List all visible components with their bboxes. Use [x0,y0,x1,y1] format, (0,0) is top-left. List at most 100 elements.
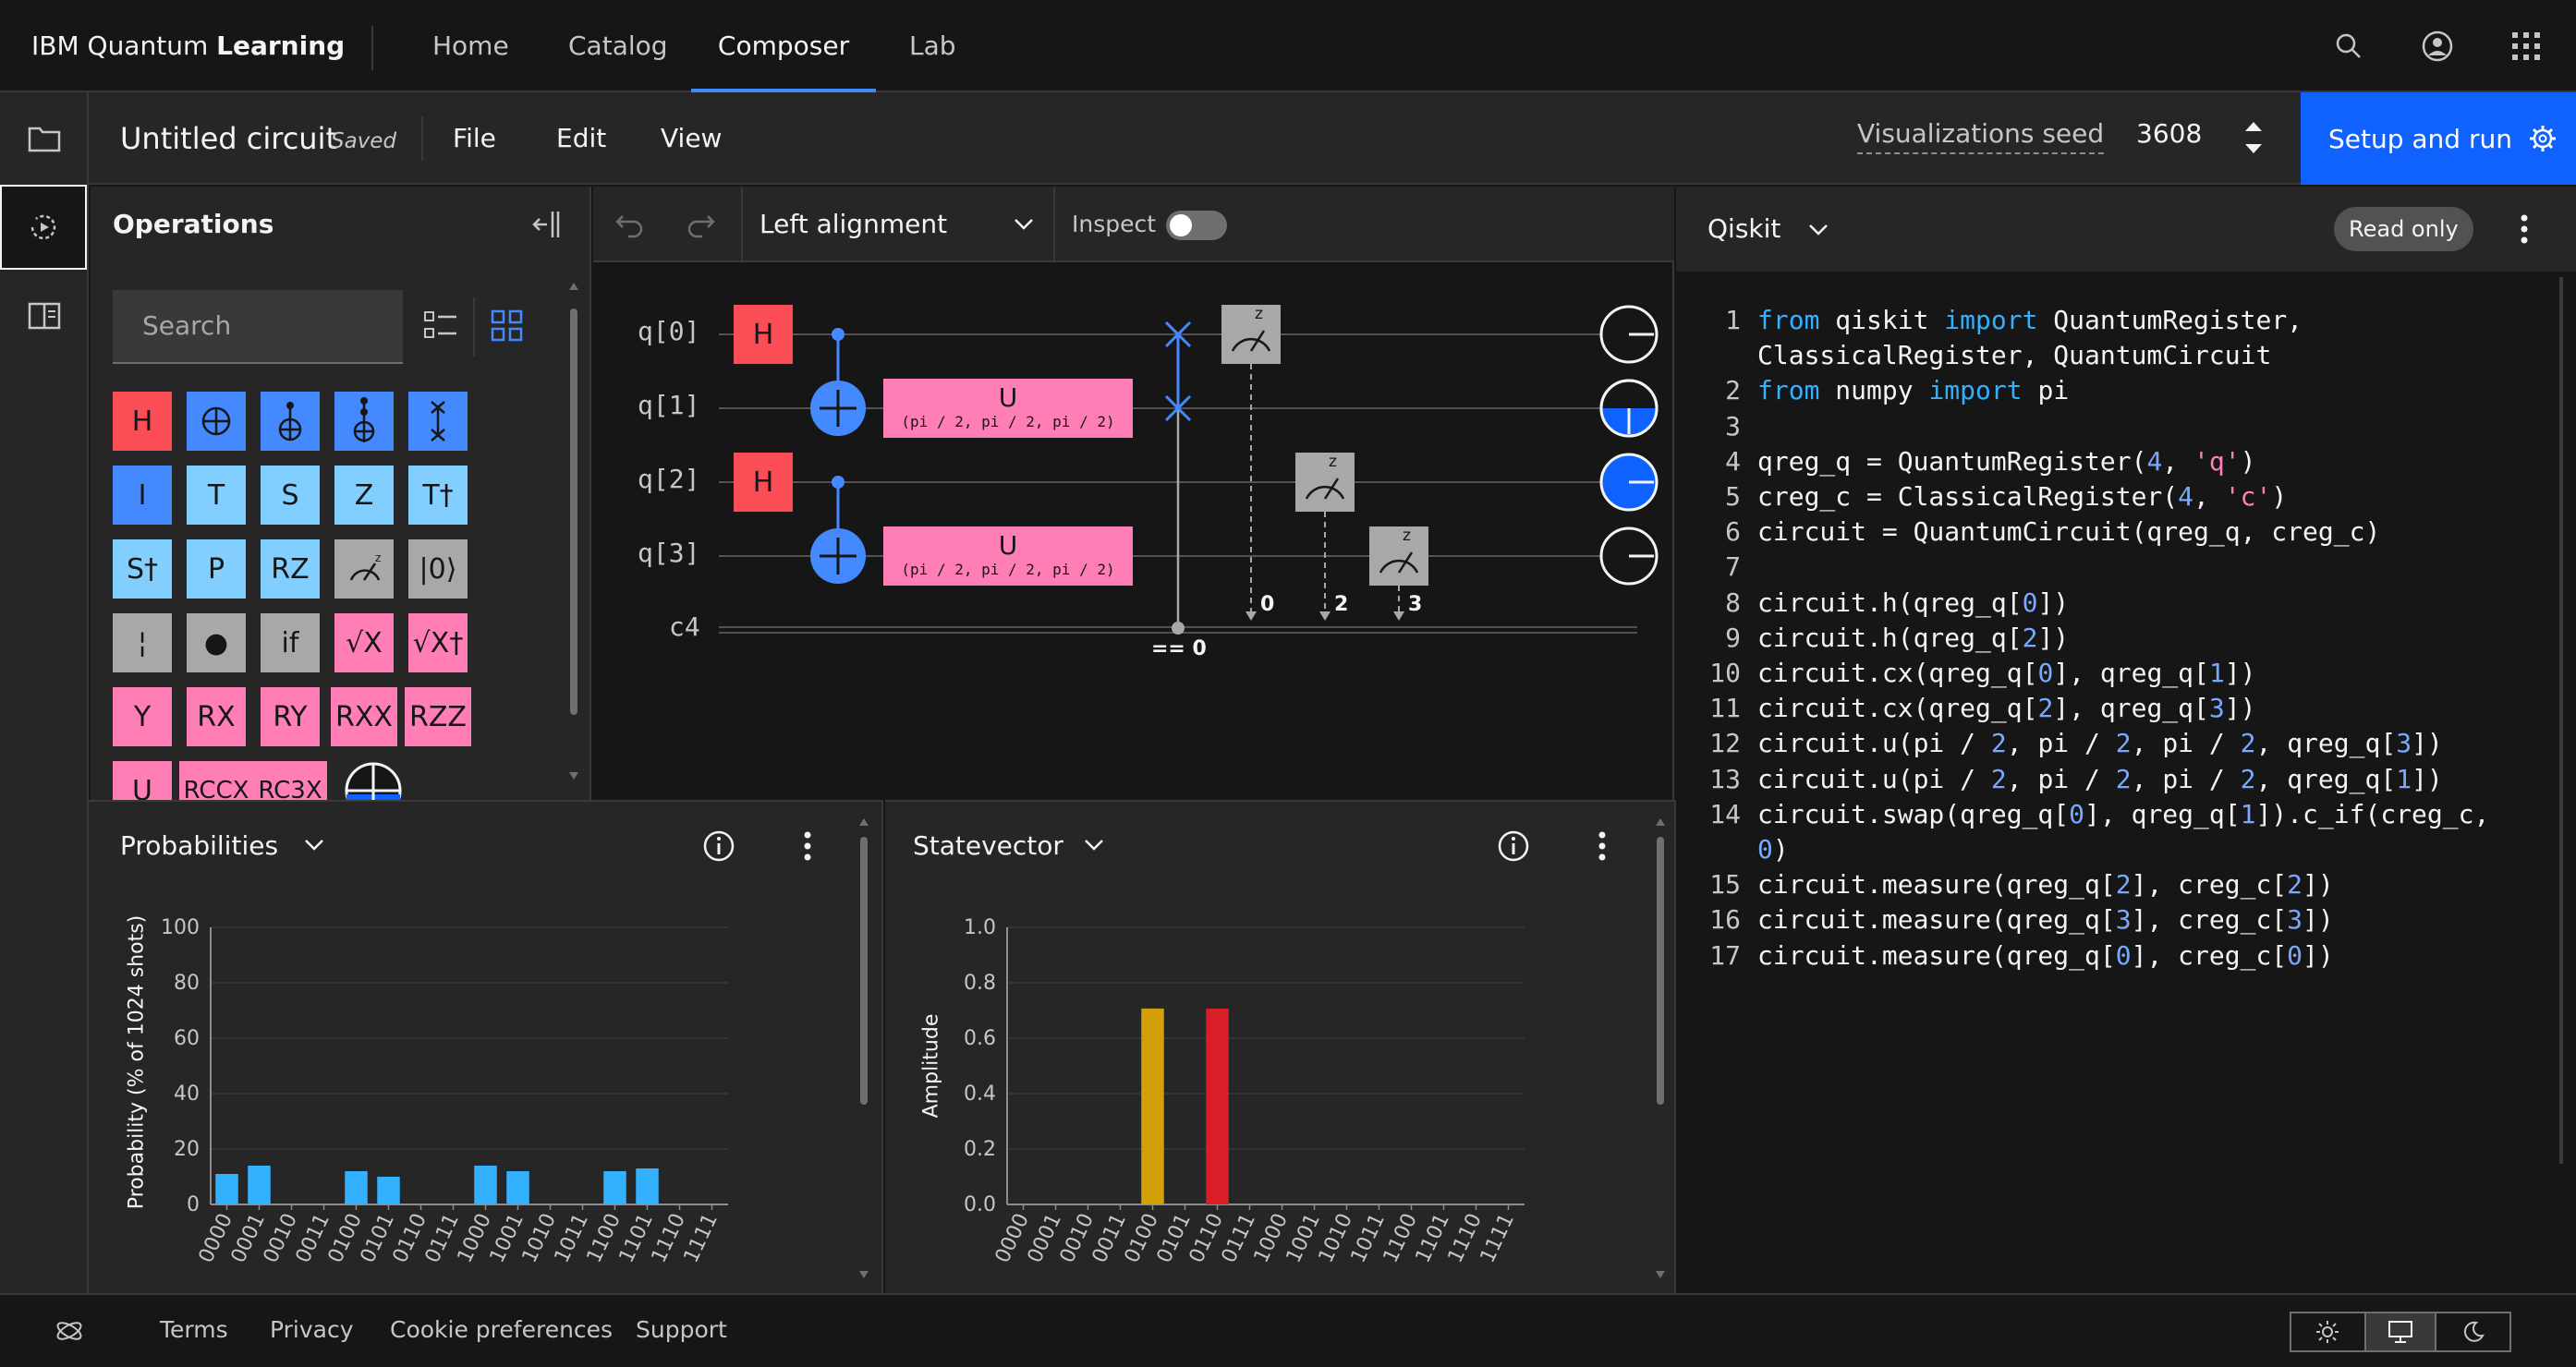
chevron-down-icon[interactable] [303,837,325,855]
user-icon[interactable] [2412,20,2463,72]
operations-scrollbar[interactable] [565,275,582,789]
inspect-toggle[interactable] [1166,211,1227,240]
circuit-name[interactable]: Untitled circuit [120,121,337,156]
search-icon[interactable] [2323,20,2375,72]
measurement-gates[interactable] [1220,303,1451,635]
system-theme-icon[interactable] [2363,1313,2437,1350]
brand-logo[interactable]: IBM Quantum Learning [31,0,345,92]
overflow-menu-icon[interactable] [1591,828,1613,865]
statevector-chart[interactable]: 0.00.20.40.60.81.00000000100100011010001… [887,887,1552,1293]
chevron-down-icon[interactable] [1807,222,1829,240]
gate-p[interactable]: P [187,539,246,599]
cnot-gate[interactable] [804,314,869,443]
gate-rccx[interactable]: RCCX [179,761,253,800]
gate-z[interactable]: Z [334,466,394,525]
code-language-select[interactable]: Qiskit [1707,213,1781,244]
gate-|0⟩[interactable]: |0⟩ [408,539,468,599]
dark-theme-icon[interactable] [2436,1313,2509,1350]
gate-√x†[interactable]: √X† [408,613,468,672]
collapse-panel-icon[interactable] [530,209,562,240]
nav-composer[interactable]: Composer [691,0,876,92]
toffoli-gate[interactable] [261,392,320,451]
footer-link-support[interactable]: Support [636,1316,727,1343]
qubit-state-indicators[interactable] [1597,303,1661,599]
bar[interactable] [603,1171,626,1204]
h-gate[interactable]: H [734,305,793,364]
gate-rxx[interactable]: RXX [331,687,397,746]
statevector-title[interactable]: Statevector [913,830,1063,861]
setup-and-run-button[interactable]: Setup and run [2301,92,2576,185]
footer-link-terms[interactable]: Terms [160,1316,228,1343]
cnot-gate[interactable] [187,392,246,451]
gate-y[interactable]: Y [113,687,172,746]
list-view-icon[interactable] [423,308,458,344]
bar[interactable] [215,1174,238,1204]
cnot-gate[interactable] [804,462,869,591]
nav-catalog[interactable]: Catalog [568,30,668,61]
bar[interactable] [345,1171,368,1204]
code-scrollbar[interactable] [2559,277,2563,1164]
gate-t[interactable]: T [187,466,246,525]
gate-●[interactable]: ● [187,613,246,672]
undo-icon[interactable] [614,209,645,240]
bar[interactable] [506,1171,529,1204]
visualizations-seed-label[interactable]: Visualizations seed [1857,118,2105,154]
chevron-down-icon[interactable] [1083,837,1105,855]
side-panel-icon[interactable] [18,290,70,342]
footer-link-cookie-preferences[interactable]: Cookie preferences [390,1316,614,1343]
bar[interactable] [1206,1008,1229,1204]
overflow-menu-icon[interactable] [796,828,819,865]
bar[interactable] [636,1168,659,1204]
bar[interactable] [248,1166,271,1204]
gate-rx[interactable]: RX [187,687,246,746]
app-switcher-icon[interactable] [2500,20,2552,72]
redo-icon[interactable] [686,209,717,240]
ccx-gate[interactable] [334,392,394,451]
gate-s[interactable]: S [261,466,320,525]
folder-icon[interactable] [18,113,70,164]
gate-s†[interactable]: S† [113,539,172,599]
gate-¦[interactable]: ¦ [113,613,172,672]
light-theme-icon[interactable] [2291,1313,2364,1350]
overflow-menu-icon[interactable] [2513,211,2535,248]
info-icon[interactable] [1497,829,1530,863]
gate-rzz[interactable]: RZZ [405,687,471,746]
nav-lab[interactable]: Lab [909,30,956,61]
swap-gate[interactable] [1155,314,1201,637]
gate-u[interactable]: U [113,761,172,800]
menu-edit[interactable]: Edit [556,123,607,153]
gate-t†[interactable]: T† [408,466,468,525]
info-icon[interactable] [702,829,735,863]
grid-view-icon[interactable] [490,308,525,344]
footer-link-privacy[interactable]: Privacy [270,1316,354,1343]
menu-view[interactable]: View [661,123,723,153]
h-gate[interactable]: H [734,453,793,512]
seed-value[interactable]: 3608 [2136,118,2203,149]
gate-rc3x[interactable]: RC3X [253,761,327,800]
gate-√x[interactable]: √X [334,613,394,672]
bar[interactable] [474,1166,497,1204]
gate-ry[interactable]: RY [261,687,320,746]
search-input[interactable]: Search [113,290,403,364]
bar[interactable] [1141,1008,1164,1204]
gate-h[interactable]: H [113,392,172,451]
gate-if[interactable]: if [261,613,320,672]
probabilities-chart[interactable]: 0204060801000000000100100011010001010110… [89,887,754,1293]
alignment-select[interactable]: Left alignment [759,209,948,239]
u-gate[interactable]: U (pi / 2, pi / 2, pi / 2) [883,379,1133,438]
gate-i[interactable]: I [113,466,172,525]
bar[interactable] [377,1177,400,1204]
probability-disk-item[interactable] [344,761,403,800]
gate-rz[interactable]: RZ [261,539,320,599]
seed-stepper[interactable] [2240,116,2267,159]
menu-file[interactable]: File [453,123,496,153]
probabilities-scrollbar[interactable] [856,813,872,1284]
chevron-down-icon[interactable] [1013,214,1035,233]
statevector-scrollbar[interactable] [1652,813,1669,1284]
swap-gate[interactable] [408,392,468,451]
measure-gate[interactable]: z [334,539,394,599]
u-gate[interactable]: U (pi / 2, pi / 2, pi / 2) [883,526,1133,586]
probabilities-title[interactable]: Probabilities [120,830,279,861]
history-icon[interactable] [0,185,87,270]
nav-home[interactable]: Home [432,30,509,61]
